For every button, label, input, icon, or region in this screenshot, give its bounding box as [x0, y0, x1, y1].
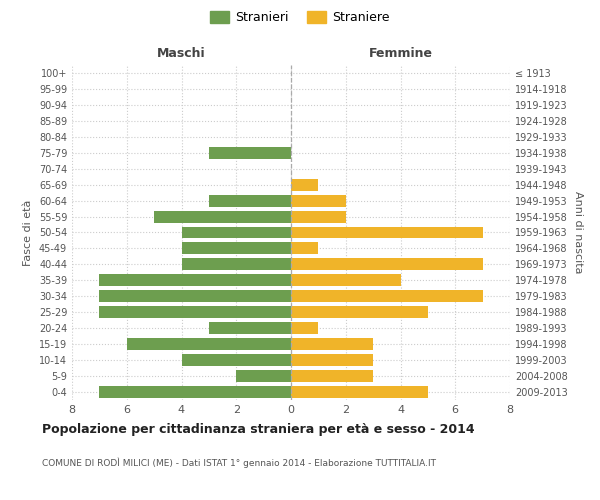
Bar [100, 306, 291, 318]
Text: Maschi: Maschi [157, 47, 206, 60]
Bar [291, 194, 346, 206]
Bar [209, 147, 291, 158]
Bar [291, 322, 319, 334]
Bar [182, 226, 291, 238]
Text: Popolazione per cittadinanza straniera per età e sesso - 2014: Popolazione per cittadinanza straniera p… [42, 422, 475, 436]
Bar [291, 274, 401, 286]
Y-axis label: Anni di nascita: Anni di nascita [573, 191, 583, 274]
Bar [291, 258, 482, 270]
Y-axis label: Fasce di età: Fasce di età [23, 200, 33, 266]
Bar [291, 386, 428, 398]
Legend: Stranieri, Straniere: Stranieri, Straniere [205, 6, 395, 29]
Bar [209, 322, 291, 334]
Bar [291, 210, 346, 222]
Bar [291, 242, 319, 254]
Bar [291, 370, 373, 382]
Bar [291, 178, 319, 190]
Bar [236, 370, 291, 382]
Text: Femmine: Femmine [368, 47, 433, 60]
Bar [291, 338, 373, 350]
Bar [182, 354, 291, 366]
Bar [127, 338, 291, 350]
Bar [182, 242, 291, 254]
Bar [291, 226, 482, 238]
Bar [182, 258, 291, 270]
Bar [291, 354, 373, 366]
Bar [291, 306, 428, 318]
Text: COMUNE DI RODÌ MILICI (ME) - Dati ISTAT 1° gennaio 2014 - Elaborazione TUTTITALI: COMUNE DI RODÌ MILICI (ME) - Dati ISTAT … [42, 458, 436, 468]
Bar [154, 210, 291, 222]
Bar [100, 290, 291, 302]
Bar [209, 194, 291, 206]
Bar [291, 290, 482, 302]
Bar [100, 274, 291, 286]
Bar [100, 386, 291, 398]
